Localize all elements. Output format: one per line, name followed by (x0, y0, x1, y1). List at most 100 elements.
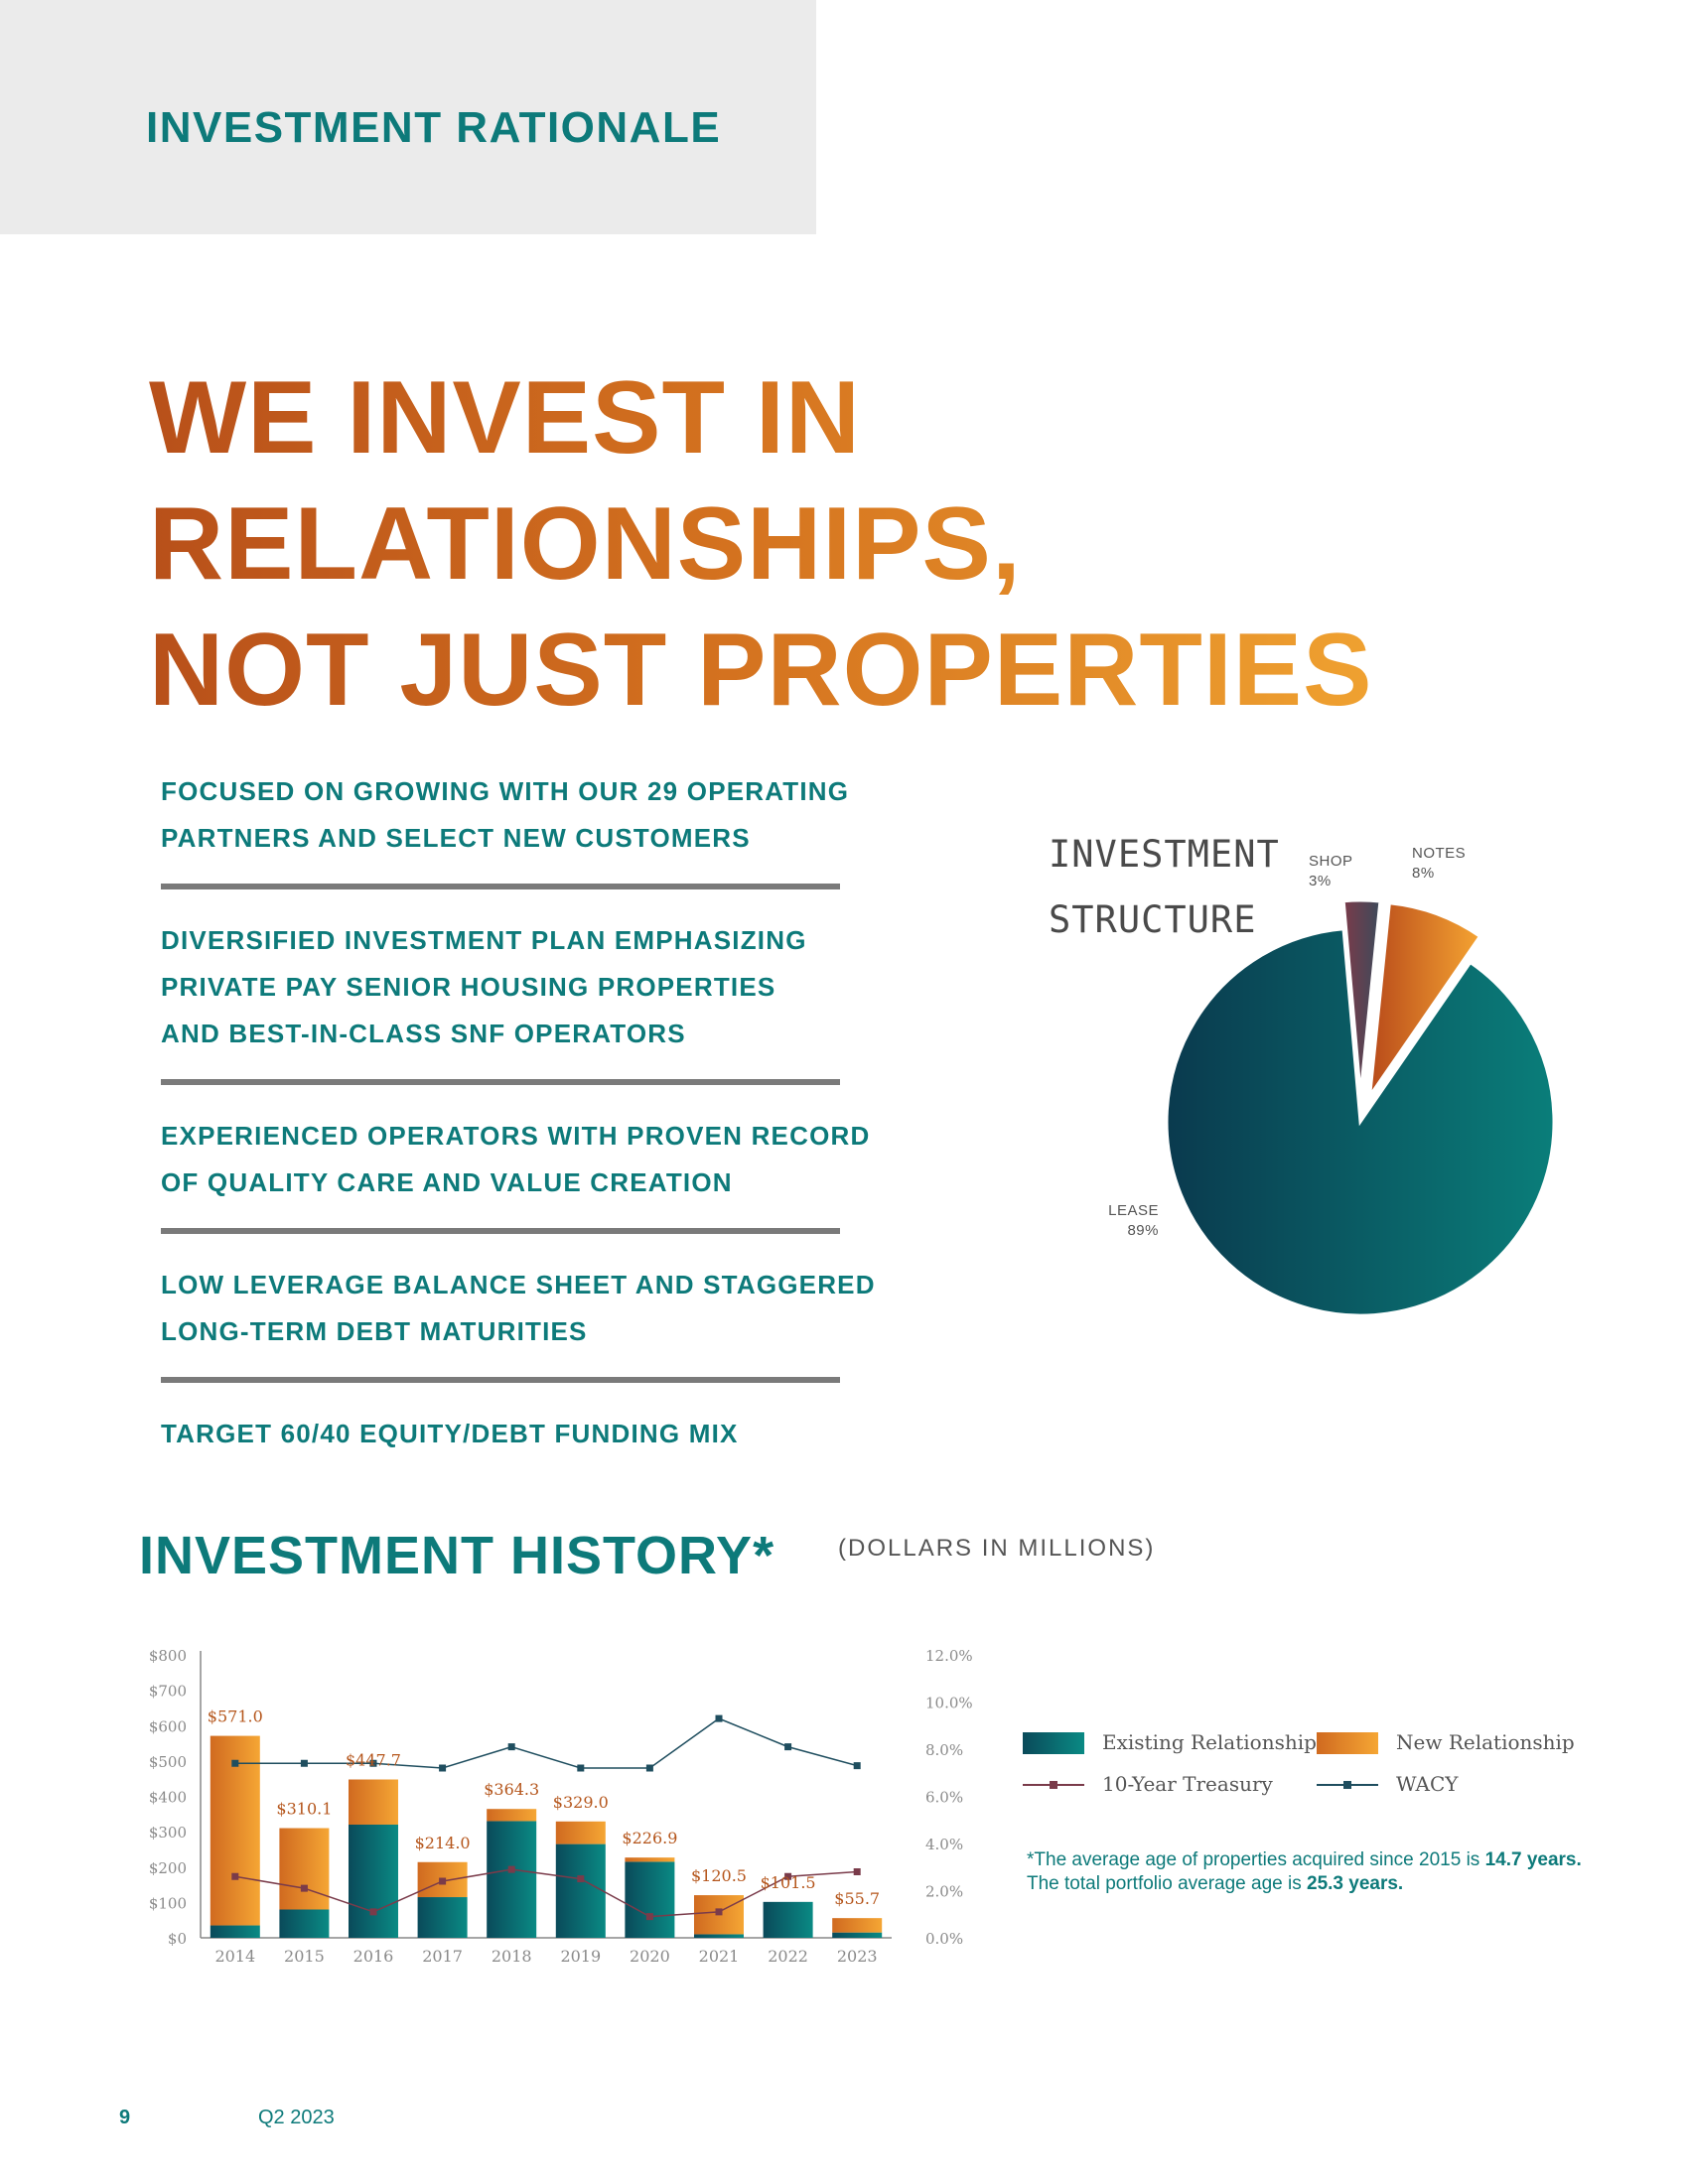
pie-title-line: STRUCTURE (1049, 898, 1257, 941)
rationale-line: PARTNERS AND SELECT NEW CUSTOMERS (161, 823, 751, 853)
pie-slice-name: SHOP (1309, 853, 1353, 870)
pie-slice-lease (1165, 927, 1556, 1317)
bar-new (210, 1735, 260, 1926)
bar-total-label: $447.7 (346, 1751, 401, 1770)
category-label: 2019 (560, 1947, 601, 1966)
treasury-marker (369, 1908, 377, 1916)
right-tick-label: 6.0% (925, 1789, 963, 1807)
divider (161, 1228, 840, 1234)
legend-treasury: 10-Year Treasury (1102, 1772, 1273, 1796)
wacy-marker (439, 1764, 447, 1772)
wacy-marker (369, 1759, 377, 1767)
pie-slice-name: NOTES (1412, 845, 1467, 862)
left-tick-label: $200 (149, 1859, 187, 1877)
left-tick-label: $0 (168, 1930, 187, 1948)
bar-total-label: $310.1 (276, 1800, 332, 1819)
wacy-marker (507, 1743, 515, 1751)
treasury-marker (300, 1884, 308, 1892)
divider (161, 1079, 840, 1085)
investment-structure-pie (1165, 898, 1556, 1317)
footnote-bold: 14.7 years. (1484, 1849, 1582, 1870)
bar-total-label: $226.9 (622, 1829, 677, 1847)
pie-title: INVESTMENT STRUCTURE (1049, 822, 1280, 953)
right-tick-label: 10.0% (925, 1695, 973, 1712)
pie-label-shop: SHOP 3% (1309, 852, 1353, 891)
bar-existing (625, 1861, 675, 1938)
category-label: 2020 (630, 1947, 670, 1966)
category-label: 2017 (422, 1947, 463, 1966)
treasury-marker (577, 1875, 585, 1883)
treasury-line (234, 1868, 858, 1918)
legend-swatch-new (1317, 1732, 1378, 1754)
bar-existing (417, 1897, 468, 1938)
rationale-line: FOCUSED ON GROWING WITH OUR 29 OPERATING (161, 776, 850, 806)
bar-existing (694, 1934, 744, 1938)
headline-line: NOT JUST PROPERTIES (149, 613, 1373, 728)
investment-history-chart: $800 $700 $600 $500 $400 $300 $200 $100 $0 12.0% 1… (149, 1647, 973, 1966)
report-period: Q2 2023 (258, 2107, 335, 2128)
left-tick-label: $100 (149, 1894, 187, 1912)
bar-existing (487, 1821, 537, 1938)
category-label: 2018 (492, 1947, 532, 1966)
left-tick-label: $300 (149, 1824, 187, 1842)
category-label: 2014 (214, 1947, 255, 1966)
wacy-marker (231, 1759, 239, 1767)
left-tick-label: $700 (149, 1683, 187, 1701)
bar-new (832, 1918, 883, 1933)
history-footnote: *The average age of properties acquired … (1027, 1848, 1603, 1896)
rationale-item: LOW LEVERAGE BALANCE SHEET AND STAGGERED… (161, 1262, 935, 1355)
bar-existing (832, 1932, 883, 1938)
pie-slice-value: 89% (1127, 1222, 1159, 1239)
footnote-text: The total portfolio average age is (1027, 1873, 1308, 1894)
rationale-line: LOW LEVERAGE BALANCE SHEET AND STAGGERED (161, 1270, 876, 1299)
pie-slice-notes (1368, 901, 1482, 1097)
divider (161, 1377, 840, 1383)
legend-marker-treasury (1050, 1781, 1057, 1789)
category-label: 2023 (837, 1947, 878, 1966)
bar-total-label: $120.5 (691, 1866, 747, 1885)
bar-total-label: $214.0 (415, 1834, 471, 1852)
bar-total-label: $55.7 (834, 1889, 880, 1908)
legend-existing: Existing Relationship (1102, 1730, 1317, 1754)
bar-existing (763, 1901, 813, 1938)
rationale-line: OF QUALITY CARE AND VALUE CREATION (161, 1167, 733, 1197)
legend-new: New Relationship (1396, 1730, 1575, 1754)
legend-wacy: WACY (1396, 1772, 1459, 1796)
right-tick-label: 12.0% (925, 1647, 973, 1665)
rationale-line: PRIVATE PAY SENIOR HOUSING PROPERTIES (161, 972, 776, 1002)
rationale-line: DIVERSIFIED INVESTMENT PLAN EMPHASIZING (161, 925, 807, 955)
pie-slice-name: LEASE (1108, 1202, 1159, 1219)
rationale-list: FOCUSED ON GROWING WITH OUR 29 OPERATING… (161, 768, 935, 1457)
right-tick-label: 8.0% (925, 1741, 963, 1759)
bar-total-label: $101.5 (761, 1873, 816, 1892)
bar-existing (349, 1825, 398, 1938)
treasury-marker (715, 1908, 723, 1916)
headline: WE INVEST IN RELATIONSHIPS, NOT JUST PRO… (149, 355, 1440, 734)
pie-slice-value: 3% (1309, 873, 1332, 889)
bar-new (625, 1857, 675, 1862)
history-title: INVESTMENT HISTORY* (139, 1526, 775, 1585)
left-tick-label: $800 (149, 1647, 187, 1665)
bar-existing (279, 1909, 330, 1938)
rationale-line: AND BEST-IN-CLASS SNF OPERATORS (161, 1019, 686, 1048)
headline-line: RELATIONSHIPS, (149, 486, 1022, 602)
rationale-item: DIVERSIFIED INVESTMENT PLAN EMPHASIZING … (161, 917, 935, 1057)
left-tick-label: $400 (149, 1789, 187, 1807)
bar-new (349, 1779, 398, 1825)
treasury-marker (231, 1872, 239, 1880)
bar-total-label: $364.3 (484, 1780, 539, 1799)
legend-swatch-existing (1023, 1732, 1084, 1754)
bar-existing (210, 1925, 260, 1938)
bar-existing (555, 1843, 606, 1938)
treasury-marker (645, 1913, 653, 1921)
left-tick-label: $600 (149, 1717, 187, 1735)
rationale-item: FOCUSED ON GROWING WITH OUR 29 OPERATING… (161, 768, 935, 862)
treasury-marker (439, 1877, 447, 1885)
headline-line: WE INVEST IN (149, 360, 861, 476)
bar-new (487, 1809, 537, 1822)
category-label: 2021 (699, 1947, 740, 1966)
pie-slice-shop (1341, 898, 1382, 1095)
pie-slice-value: 8% (1412, 865, 1435, 882)
section-header-box (0, 0, 816, 234)
right-tick-label: 2.0% (925, 1883, 963, 1901)
